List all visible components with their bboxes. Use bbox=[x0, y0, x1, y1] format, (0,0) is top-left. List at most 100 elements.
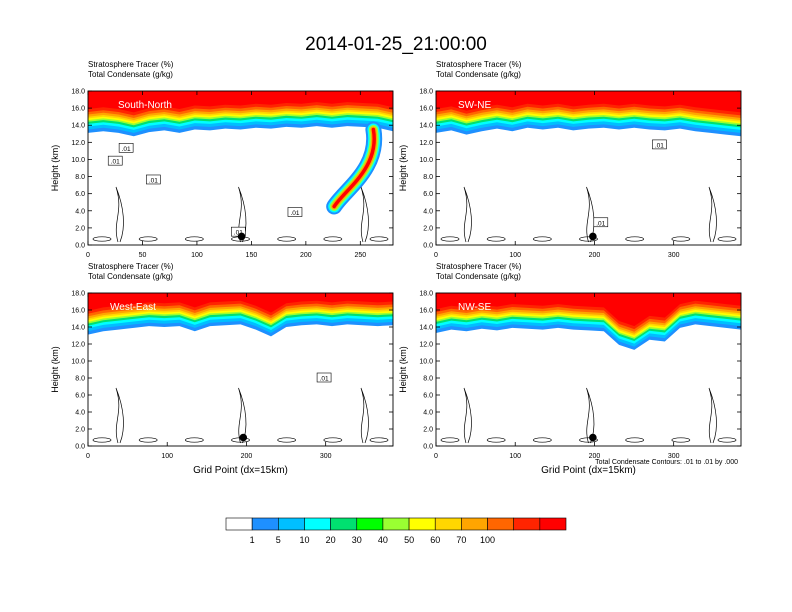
x-tick-label: 200 bbox=[589, 453, 601, 460]
y-tick-label: 8.0 bbox=[423, 376, 433, 383]
plot-frame bbox=[87, 90, 394, 246]
y-tick-label: 6.0 bbox=[423, 191, 433, 198]
condensate-contour bbox=[323, 236, 343, 242]
y-tick-label: 2.0 bbox=[423, 225, 433, 232]
condensate-contour bbox=[671, 236, 691, 242]
y-tick-label: 10.0 bbox=[71, 157, 85, 164]
contour-label-box bbox=[593, 217, 609, 228]
contour-label: .01 bbox=[234, 230, 243, 237]
condensate-contour bbox=[238, 387, 247, 444]
colorbar-swatch bbox=[225, 517, 253, 531]
x-tick-label: 100 bbox=[161, 453, 173, 460]
condensate-contour bbox=[532, 437, 552, 443]
condensate-contour bbox=[184, 236, 204, 242]
condensate-contour bbox=[486, 437, 506, 443]
contour-label-box bbox=[107, 155, 123, 166]
y-tick-label: 12.0 bbox=[71, 140, 85, 147]
condensate-contour bbox=[440, 437, 460, 443]
condensate-contours bbox=[92, 387, 389, 444]
y-tick-label: 16.0 bbox=[71, 308, 85, 315]
y-tick-label: 18.0 bbox=[419, 89, 433, 96]
x-tick-label: 100 bbox=[509, 252, 521, 259]
y-tick-label: 2.0 bbox=[75, 427, 85, 434]
condensate-contour bbox=[671, 437, 691, 443]
x-tick-label: 150 bbox=[246, 252, 258, 259]
condensate-contour bbox=[463, 186, 472, 243]
x-tick-label: 100 bbox=[509, 453, 521, 460]
colorbar-swatch bbox=[278, 517, 305, 531]
field-label: Stratosphere Tracer (%) bbox=[436, 262, 522, 271]
field-label: Stratosphere Tracer (%) bbox=[88, 262, 174, 271]
tracer-band-10 bbox=[436, 293, 741, 327]
x-tick-label: 50 bbox=[139, 252, 147, 259]
contour-label-box bbox=[652, 139, 667, 150]
y-tick-label: 10.0 bbox=[419, 359, 433, 366]
tracer-field bbox=[88, 91, 393, 215]
y-tick-label: 16.0 bbox=[419, 106, 433, 113]
colorbar-label: 30 bbox=[352, 535, 362, 545]
condensate-contour bbox=[586, 387, 595, 444]
y-tick-label: 2.0 bbox=[423, 427, 433, 434]
condensate-contour bbox=[532, 236, 552, 242]
x-tick-label: 200 bbox=[589, 252, 601, 259]
colorbar-label: 5 bbox=[276, 535, 281, 545]
colorbar-label: 60 bbox=[430, 535, 440, 545]
x-tick-label: 200 bbox=[300, 252, 312, 259]
condensate-contour bbox=[369, 437, 389, 443]
y-tick-label: 8.0 bbox=[75, 376, 85, 383]
contour-label-box bbox=[287, 207, 303, 217]
field-label: Stratosphere Tracer (%) bbox=[88, 60, 174, 69]
y-tick-label: 0.0 bbox=[423, 243, 433, 250]
condensate-contour bbox=[92, 236, 112, 242]
plot-frame bbox=[435, 90, 742, 246]
condensate-contour bbox=[369, 236, 389, 242]
condensate-contour bbox=[486, 236, 506, 242]
condensate-contours bbox=[92, 186, 389, 243]
y-tick-label: 14.0 bbox=[419, 325, 433, 332]
condensate-contour bbox=[138, 437, 158, 443]
field-label: Stratosphere Tracer (%) bbox=[436, 60, 522, 69]
chart-panel-sw-ne: Stratosphere Tracer (%)Total Condensate … bbox=[398, 60, 742, 259]
y-tick-label: 12.0 bbox=[419, 140, 433, 147]
y-tick-label: 14.0 bbox=[71, 325, 85, 332]
condensate-contour bbox=[625, 236, 645, 242]
location-marker bbox=[589, 232, 597, 241]
figure-title: 2014-01-25_21:00:00 bbox=[305, 34, 487, 55]
condensate-contour bbox=[115, 186, 124, 243]
colorbar-label: 1 bbox=[250, 535, 255, 545]
field-label: Total Condensate (g/kg) bbox=[88, 272, 173, 281]
y-tick-label: 0.0 bbox=[75, 243, 85, 250]
colorbar-swatch bbox=[539, 517, 567, 531]
y-tick-label: 16.0 bbox=[71, 106, 85, 113]
y-tick-label: 4.0 bbox=[423, 410, 433, 417]
contour-label: .01 bbox=[320, 376, 329, 383]
contour-label: .01 bbox=[290, 210, 299, 217]
colorbar-swatch bbox=[487, 517, 514, 531]
x-tick-label: 300 bbox=[668, 453, 680, 460]
condensate-contour bbox=[323, 437, 343, 443]
y-tick-label: 12.0 bbox=[71, 342, 85, 349]
y-tick-label: 14.0 bbox=[71, 123, 85, 130]
condensate-contour bbox=[184, 437, 204, 443]
y-tick-label: 4.0 bbox=[75, 410, 85, 417]
y-tick-label: 0.0 bbox=[423, 444, 433, 451]
colorbar-label: 70 bbox=[456, 535, 466, 545]
y-tick-label: 2.0 bbox=[75, 225, 85, 232]
y-tick-label: 8.0 bbox=[75, 174, 85, 181]
contour-label-box bbox=[146, 174, 161, 185]
plot-frame bbox=[435, 292, 742, 447]
field-label: Total Condensate (g/kg) bbox=[436, 70, 521, 79]
contour-label-box bbox=[118, 143, 134, 153]
condensate-contour bbox=[92, 437, 112, 443]
colorbar-swatch bbox=[251, 517, 279, 531]
intrusion-band-4 bbox=[332, 127, 376, 209]
colorbar-swatch bbox=[461, 517, 488, 531]
colorbar-swatch bbox=[330, 517, 358, 531]
condensate-contour bbox=[717, 236, 737, 242]
y-axis-label: Height (km) bbox=[50, 346, 60, 393]
condensate-contour bbox=[586, 186, 595, 243]
condensate-contours bbox=[440, 186, 737, 243]
colorbar-swatch bbox=[382, 517, 410, 531]
location-marker bbox=[239, 433, 248, 442]
